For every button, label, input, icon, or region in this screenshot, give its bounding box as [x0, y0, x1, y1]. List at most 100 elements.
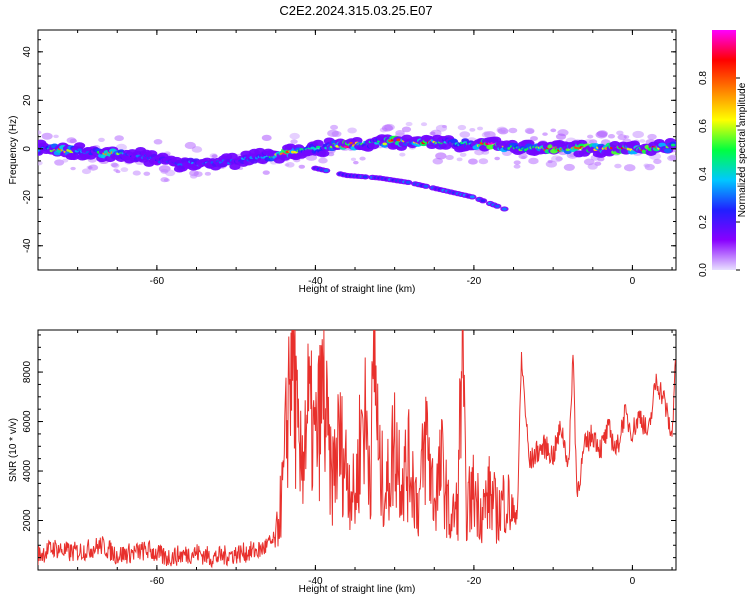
spectrogram-halo-cell: [494, 156, 501, 161]
spectrogram-halo-cell: [289, 132, 300, 140]
snr-x-tick-label: -40: [308, 576, 323, 587]
spectrogram-halo-cell: [483, 131, 491, 136]
spectrogram-halo-cell: [632, 130, 644, 139]
spectrogram-halo-cell: [555, 133, 567, 140]
spectrogram-halo-cell: [583, 158, 595, 166]
spectrogram-halo-cell: [478, 158, 489, 165]
spectrogram-descending-cell: [480, 199, 486, 203]
spectrogram-halo-cell: [468, 158, 478, 165]
spectrogram-y-ticks: -40 -20 0 20 40: [22, 39, 676, 271]
spectrogram-halo-cell: [456, 157, 463, 162]
spectrogram-halo-cell: [550, 128, 557, 133]
spectrogram-halo-cell: [435, 124, 448, 132]
spectrogram-halo-cell: [550, 155, 563, 163]
spectrogram-halo-cell: [298, 164, 306, 169]
spectrogram-cell: [68, 153, 80, 161]
spectrogram-descending-cell: [423, 184, 429, 188]
snr-frame: [37, 329, 677, 571]
spectrogram-halo-cell: [420, 122, 428, 127]
snr-y-tick-label: 6000: [22, 410, 33, 433]
spectrogram-halo-cell: [617, 134, 627, 141]
spectrogram-x-ticks: -60 -40 -20 0: [37, 30, 673, 287]
spectrogram-halo-cell: [163, 178, 170, 182]
spectrogram-halo-cell: [54, 159, 65, 166]
spectrogram-cell: [670, 143, 676, 147]
snr-panel: -60 -40 -20 0 2000 4000 6000 8000 Height of st…: [8, 329, 677, 595]
spectrogram-halo-cell: [204, 171, 212, 176]
spectrogram-cell: [318, 150, 330, 158]
colorbar: 0.0 0.2 0.4 0.6 0.8 Normalized spectral ampl…: [698, 30, 748, 277]
spectrogram-cell: [663, 148, 672, 154]
spectrogram-cell: [312, 139, 324, 147]
spectrogram-cell: [38, 148, 41, 152]
spectrogram-halo-cell: [114, 135, 124, 142]
colorbar-tick-label: 0.2: [698, 215, 709, 229]
spectrogram-x-tick-label: -40: [308, 276, 323, 287]
spectrogram-halo-cell: [623, 164, 636, 172]
colorbar-label: Normalized spectral amplitude: [737, 82, 748, 217]
spectrogram-halo-cell: [563, 163, 575, 171]
spectrogram-halo-cell: [327, 129, 339, 137]
spectrogram-halo-cell: [38, 130, 42, 135]
spectrogram-halo-cell: [614, 163, 622, 169]
snr-y-tick-label: 2000: [22, 509, 33, 532]
spectrogram-panel: -60 -40 -20 0 -40 -20 0 20 40 Height of straigh…: [8, 29, 677, 295]
spectrogram-halo-cell: [518, 153, 528, 160]
snr-x-tick-label: 0: [630, 576, 636, 587]
spectrogram-halo-cell: [513, 164, 521, 169]
spectrogram-halo-cell: [469, 127, 476, 132]
colorbar-tick-label: 0.6: [698, 119, 709, 133]
spectrogram-halo-cell: [143, 171, 151, 176]
spectrogram-halo-cell: [524, 127, 535, 134]
snr-x-ticks: -60 -40 -20 0: [37, 330, 673, 587]
spectrogram-halo-cell: [530, 136, 538, 142]
snr-y-axis-label: SNR (10 * v/v): [8, 418, 19, 482]
spectrogram-y-axis-label: Frequency (Hz): [8, 116, 19, 185]
spectrogram-y-tick-label: -20: [22, 190, 33, 205]
spectrogram-descending-cell: [405, 180, 411, 184]
spectrogram-halo-cell: [445, 154, 454, 161]
spectrogram-halo-cell: [459, 152, 467, 157]
spectrogram-halo-cell: [429, 131, 436, 136]
spectrogram-x-axis-label: Height of straight line (km): [299, 284, 416, 295]
spectrogram-halo-cell: [405, 121, 413, 127]
spectrogram-halo-cell: [457, 124, 467, 131]
spectrogram-halo-cell: [353, 160, 359, 165]
snr-x-tick-label: -60: [150, 576, 165, 587]
spectrogram-cell: [563, 149, 572, 155]
spectrogram-halo-cell: [211, 154, 218, 159]
colorbar-tick-label: 0.8: [698, 71, 709, 85]
spectrogram-halo-cell: [184, 141, 196, 149]
chart-title: C2E2.2024.315.03.25.E07: [279, 3, 432, 18]
spectrogram-cell: [226, 152, 238, 160]
snr-y-ticks: 2000 4000 6000 8000: [22, 334, 676, 571]
spectrogram-descending-cell: [323, 169, 329, 173]
colorbar-tick-label: 0.0: [698, 263, 709, 277]
spectrogram-halo-cell: [639, 139, 646, 143]
spectrogram-cell: [396, 138, 401, 142]
spectrogram-halo-cell: [38, 160, 43, 166]
spectrogram-halo-cell: [435, 152, 447, 160]
snr-x-axis-label: Height of straight line (km): [299, 584, 416, 595]
spectrogram-halo-cell: [399, 152, 406, 157]
spectrogram-halo-cell: [359, 156, 366, 161]
spectrogram-halo-cell: [284, 163, 290, 167]
spectrogram-halo-cell: [70, 166, 76, 171]
spectrogram-halo-cell: [647, 133, 657, 140]
spectrogram-descending-cell: [502, 207, 507, 211]
spectrogram-halo-cell: [69, 138, 78, 144]
colorbar-gradient: [712, 30, 736, 270]
spectrogram-cell: [382, 142, 387, 146]
spectrogram-descending-cell: [494, 204, 500, 208]
spectrogram-halo-cell: [587, 134, 594, 139]
spectrogram-cell: [77, 148, 82, 152]
spectrogram-halo-cell: [160, 168, 169, 174]
spectrogram-halo-cell: [528, 157, 539, 165]
spectrogram-halo-cell: [41, 132, 53, 140]
snr-y-tick-label: 8000: [22, 361, 33, 384]
spectrogram-halo-cell: [81, 168, 92, 175]
spectrogram-halo-cell: [113, 168, 119, 172]
spectrogram-halo-cell: [653, 158, 662, 165]
spectrogram-halo-cell: [595, 131, 608, 139]
